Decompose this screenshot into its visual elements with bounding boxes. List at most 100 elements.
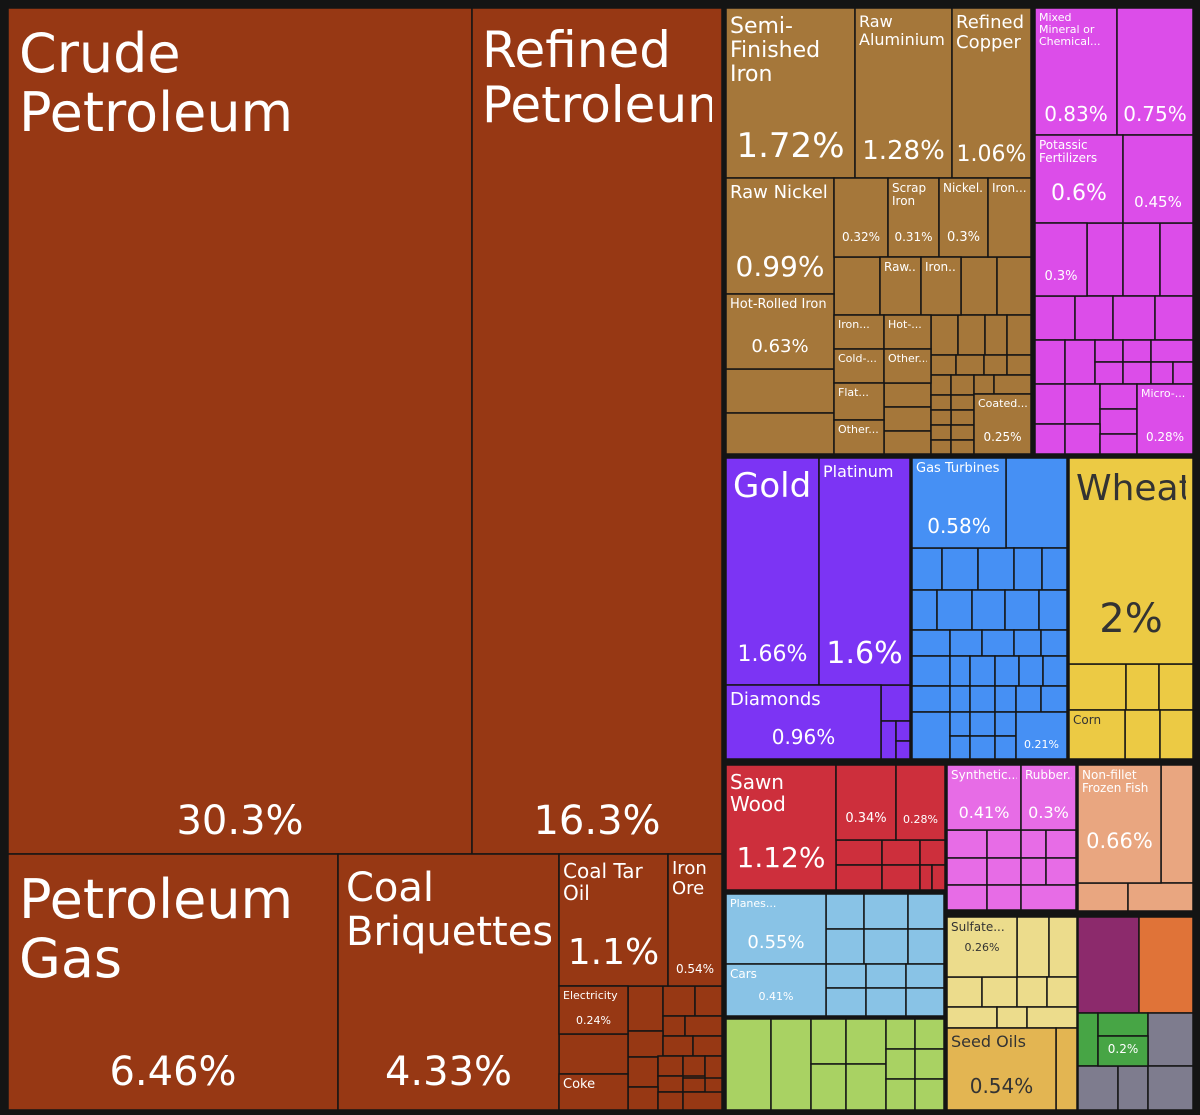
- treemap-tile: [7, 7, 473, 855]
- treemap-tile: [1034, 134, 1124, 224]
- treemap-subtile-mineral: [682, 1077, 706, 1093]
- treemap-subtile-wood: [835, 839, 883, 866]
- treemap-subtile-chemical: [1074, 295, 1114, 341]
- treemap-subtile-machine: [977, 547, 1015, 591]
- treemap-subtile-footwear: [1138, 916, 1194, 1014]
- treemap-subtile-machine: [911, 547, 943, 591]
- treemap-tile: [946, 764, 1022, 831]
- treemap-subtile-mineral: [657, 1055, 684, 1077]
- treemap-subtile-chemical: [1034, 423, 1066, 455]
- treemap-tile: [887, 177, 940, 258]
- treemap-tile: [1097, 1035, 1149, 1067]
- treemap-subtile-foodstuff: [885, 1078, 916, 1111]
- treemap-subtile-mineral: [694, 985, 723, 1017]
- treemap-subtile-metal: [883, 382, 932, 408]
- treemap-subtile-transport: [865, 987, 907, 1017]
- treemap-subtile-plastic: [946, 884, 988, 911]
- treemap-subtile-machine: [911, 589, 938, 631]
- treemap-subtile-machine: [911, 655, 951, 687]
- treemap-tile: [946, 916, 1018, 978]
- treemap-subtile-transport: [863, 893, 909, 930]
- treemap-tile: [337, 853, 560, 1111]
- treemap-subtile-metal: [930, 314, 959, 356]
- treemap-subtile-foodstuff: [845, 1018, 887, 1065]
- treemap-subtile-metal: [957, 314, 986, 356]
- treemap-subtile-animal: [1127, 882, 1194, 912]
- treemap-subtile-machine: [994, 655, 1020, 687]
- treemap-tile: [833, 314, 885, 350]
- treemap-subtile-mineral: [704, 1055, 723, 1079]
- treemap-subtile-foodstuff: [885, 1018, 916, 1050]
- treemap-tile: [725, 7, 856, 179]
- treemap-subtile-foodstuff: [770, 1018, 812, 1111]
- treemap-tile: [725, 963, 827, 1017]
- treemap-subtile-chemical: [1154, 295, 1194, 341]
- treemap-subtile-foodstuff: [810, 1018, 847, 1065]
- treemap-tile: [895, 764, 946, 841]
- treemap-subtile-metal: [955, 354, 985, 376]
- treemap-tile: [987, 177, 1032, 258]
- treemap-tile: [1068, 457, 1194, 665]
- treemap-subtile-transport: [907, 893, 945, 930]
- treemap-subtile-metal: [930, 374, 952, 396]
- treemap-subtile-mineral: [684, 1015, 723, 1037]
- treemap-subtile-stone: [1046, 976, 1078, 1008]
- treemap-subtile-chemical: [1034, 339, 1066, 385]
- treemap-subtile-chemical: [1172, 361, 1194, 385]
- treemap-subtile-chemical: [1064, 423, 1101, 455]
- treemap-subtile-machine: [969, 685, 996, 713]
- treemap-subtile-chemical: [1094, 339, 1124, 363]
- treemap-subtile-machine: [1018, 655, 1044, 687]
- treemap-tile: [1136, 383, 1194, 455]
- treemap-subtile-foodstuff: [885, 1048, 916, 1080]
- treemap-subtile-machine: [994, 735, 1017, 760]
- treemap-subtile-machine: [1038, 589, 1068, 631]
- treemap-subtile-machine: [949, 629, 983, 657]
- treemap-subtile-foodstuff: [810, 1063, 847, 1111]
- treemap-subtile-plastic: [1020, 884, 1077, 911]
- treemap-subtile-machine: [949, 655, 971, 687]
- treemap-subtile-plastic: [1020, 829, 1047, 859]
- treemap-subtile-transport: [863, 928, 909, 965]
- treemap-subtile-machine: [969, 711, 996, 737]
- treemap-subtile-mineral: [558, 1033, 629, 1075]
- treemap-tile: [1034, 7, 1118, 136]
- treemap-subtile-machine: [1041, 547, 1068, 591]
- treemap-subtile-stone: [1048, 916, 1078, 978]
- treemap-subtile-wood: [835, 864, 883, 891]
- treemap-subtile-foodstuff: [914, 1018, 945, 1050]
- treemap-subtile-machine: [1005, 457, 1068, 549]
- treemap-tile: [833, 177, 889, 258]
- treemap-subtile-stone: [946, 1006, 998, 1029]
- treemap-subtile-vegetable: [1158, 663, 1194, 711]
- treemap-subtile-stone: [996, 1006, 1028, 1029]
- treemap-subtile-plastic: [986, 829, 1022, 859]
- treemap-subtile-machine: [949, 735, 971, 760]
- treemap-subtile-transport: [825, 963, 867, 989]
- treemap-subtile-machine: [994, 685, 1017, 713]
- treemap-subtile-machine: [1042, 655, 1068, 687]
- treemap-subtile-metal: [930, 394, 952, 411]
- treemap-subtile-chemical: [1034, 295, 1076, 341]
- treemap-subtile-machine: [1004, 589, 1040, 631]
- treemap-subtile-foodstuff: [914, 1078, 945, 1111]
- treemap-subtile-instruments: [1077, 1012, 1099, 1067]
- treemap-subtile-transport: [825, 893, 865, 930]
- treemap-subtile-animal: [1160, 764, 1194, 884]
- treemap-tile: [818, 457, 911, 686]
- treemap-subtile-mineral: [682, 1055, 706, 1077]
- treemap-subtile-stone: [1016, 976, 1048, 1008]
- treemap-subtile-vegetable: [1068, 663, 1127, 711]
- treemap-tile: [833, 348, 885, 384]
- treemap-tile: [833, 382, 885, 421]
- treemap-subtile-transport: [825, 928, 865, 965]
- treemap-subtile-wood: [919, 839, 946, 866]
- treemap-subtile-plastic: [986, 884, 1022, 911]
- treemap-subtile-metal: [833, 256, 881, 316]
- treemap-subtile-mineral: [627, 1030, 664, 1058]
- treemap-subtile-mineral: [682, 1091, 723, 1111]
- treemap-subtile-machine: [1040, 629, 1068, 657]
- treemap-tile: [1034, 222, 1088, 297]
